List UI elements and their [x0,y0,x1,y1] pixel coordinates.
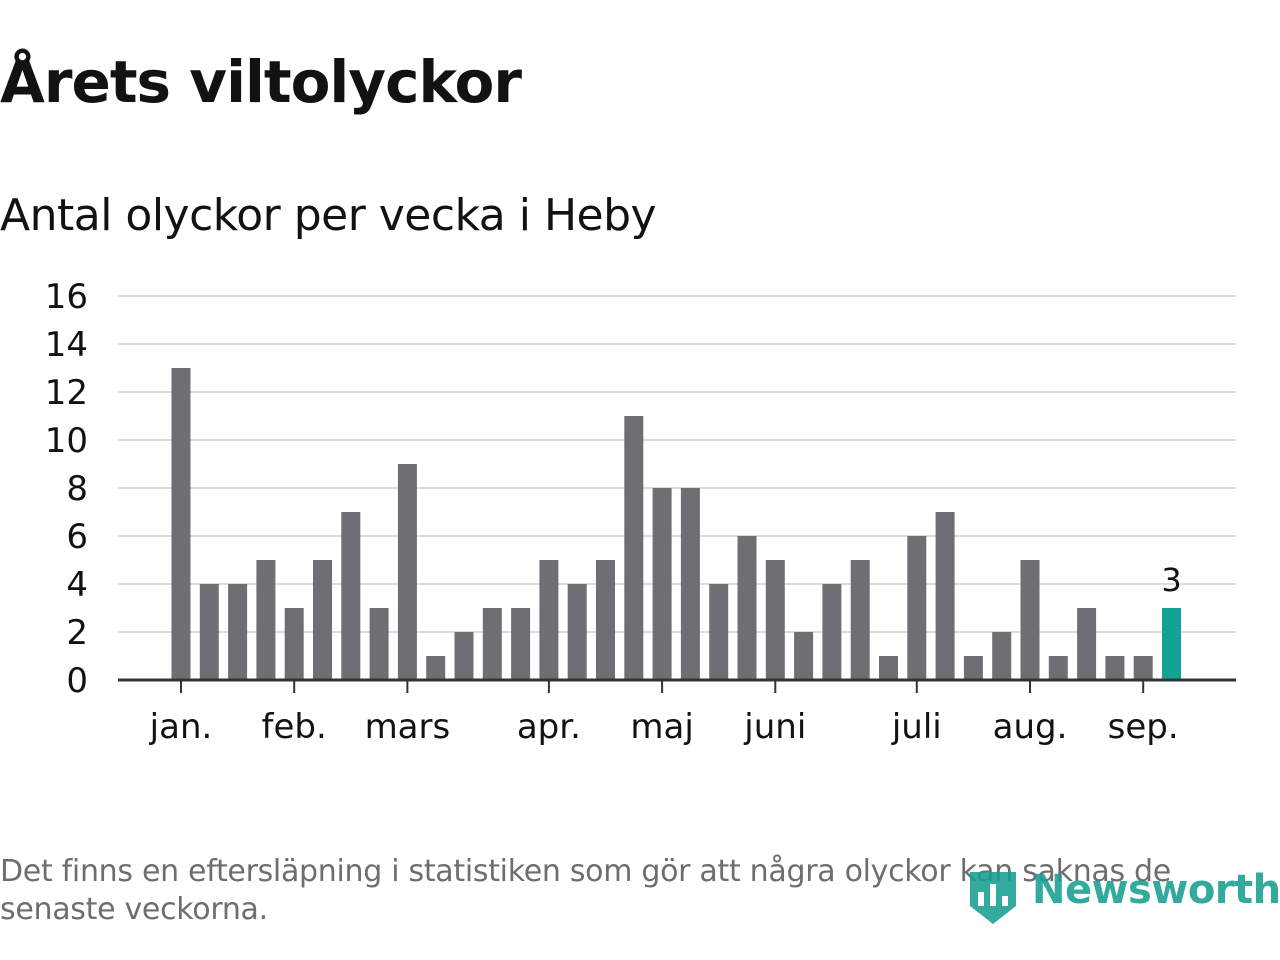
bar [709,584,729,680]
bar [935,512,955,680]
bar [680,488,700,680]
bar [228,584,248,680]
y-tick-label: 10 [45,421,88,461]
bar [256,560,276,680]
bar [397,464,417,680]
y-axis-tick-labels: 0 2 4 6 8 10 12 14 16 [45,277,88,701]
bar [1077,608,1097,680]
bar [284,608,304,680]
bar [1020,560,1040,680]
y-tick-label: 16 [45,277,88,317]
x-tick-label: juli [891,707,942,747]
bar [992,632,1012,680]
x-tick-label: sep. [1108,707,1179,747]
bar [794,632,814,680]
gridlines [118,295,1236,633]
y-tick-label: 2 [66,613,88,653]
chart-title: Årets viltolyckor [0,48,522,116]
data-labels: 3 [1161,561,1181,599]
bar [822,584,842,680]
bar [963,656,983,680]
bars [171,368,1181,680]
x-tick-label: jan. [149,707,213,747]
bar [652,488,672,680]
x-tick-label: maj [630,707,693,747]
bar [1133,656,1153,680]
x-tick-label: apr. [517,707,581,747]
bar [907,536,927,680]
y-tick-label: 6 [66,517,88,557]
bar [850,560,870,680]
bar [426,656,446,680]
bar [482,608,502,680]
data-label: 3 [1161,561,1181,599]
x-axis-tick-labels: jan. feb. mars apr. maj juni juli aug. sep. [149,707,1179,747]
bar-chart-badge-icon [970,872,1016,924]
bar [171,368,191,680]
bar [624,416,644,680]
y-tick-label: 4 [66,565,88,605]
bar [879,656,898,680]
logo-wordmark: Newsworthy [1032,867,1280,913]
bar [539,560,559,680]
bar-highlighted [1162,608,1181,680]
x-tick-label: feb. [262,707,327,747]
y-tick-label: 14 [45,325,88,365]
x-tick-label: mars [365,707,451,747]
y-tick-label: 12 [45,373,88,413]
bar [313,560,332,680]
bar [1048,656,1068,680]
chart-subtitle: Antal olyckor per vecka i Heby [0,190,657,241]
x-tick-label: juni [743,707,806,747]
bar [1105,656,1125,680]
bar [199,584,219,680]
newsworthy-logo: Newsworthy [964,862,1280,928]
bar-chart: 0 2 4 6 8 10 12 14 16 jan. feb. mars apr. maj juni jul… [45,277,1236,747]
y-tick-label: 0 [66,661,88,701]
bar [341,512,361,680]
bar [737,536,757,680]
bar [454,632,474,680]
x-axis [118,678,1236,693]
x-tick-label: aug. [993,707,1068,747]
bar [511,608,531,680]
y-tick-label: 8 [66,469,88,509]
bar [596,560,615,680]
bar [369,608,389,680]
bar [765,560,785,680]
bar [567,584,587,680]
